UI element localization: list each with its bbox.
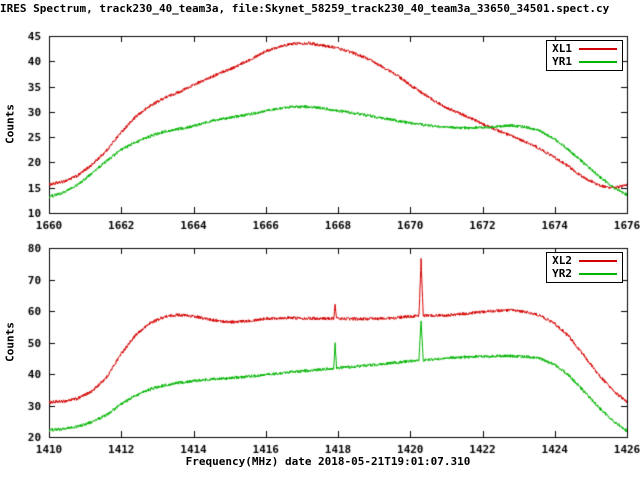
- bottom-spectrum-plot: [0, 240, 640, 458]
- legend-bottom: XL2 YR2: [546, 252, 623, 283]
- bottom-y-axis-label: Counts: [3, 322, 17, 362]
- legend-line-yr2-icon: [579, 273, 617, 275]
- legend-label-yr1: YR1: [552, 55, 572, 68]
- legend-entry-xl2: XL2: [552, 254, 617, 267]
- legend-line-xl1-icon: [579, 48, 617, 50]
- top-spectrum-plot: [0, 0, 640, 234]
- top-y-axis-label: Counts: [3, 104, 17, 144]
- legend-label-xl1: XL1: [552, 42, 572, 55]
- legend-entry-yr2: YR2: [552, 267, 617, 280]
- x-axis-label: Frequency(MHz) date 2018-05-21T19:01:07.…: [185, 455, 471, 468]
- legend-entry-xl1: XL1: [552, 42, 617, 55]
- legend-line-xl2-icon: [579, 260, 617, 262]
- legend-entry-yr1: YR1: [552, 55, 617, 68]
- figure-title: IRES Spectrum, track230_40_team3a, file:…: [0, 2, 610, 15]
- legend-label-yr2: YR2: [552, 267, 572, 280]
- legend-label-xl2: XL2: [552, 254, 572, 267]
- legend-top: XL1 YR1: [546, 40, 623, 71]
- legend-line-yr1-icon: [579, 61, 617, 63]
